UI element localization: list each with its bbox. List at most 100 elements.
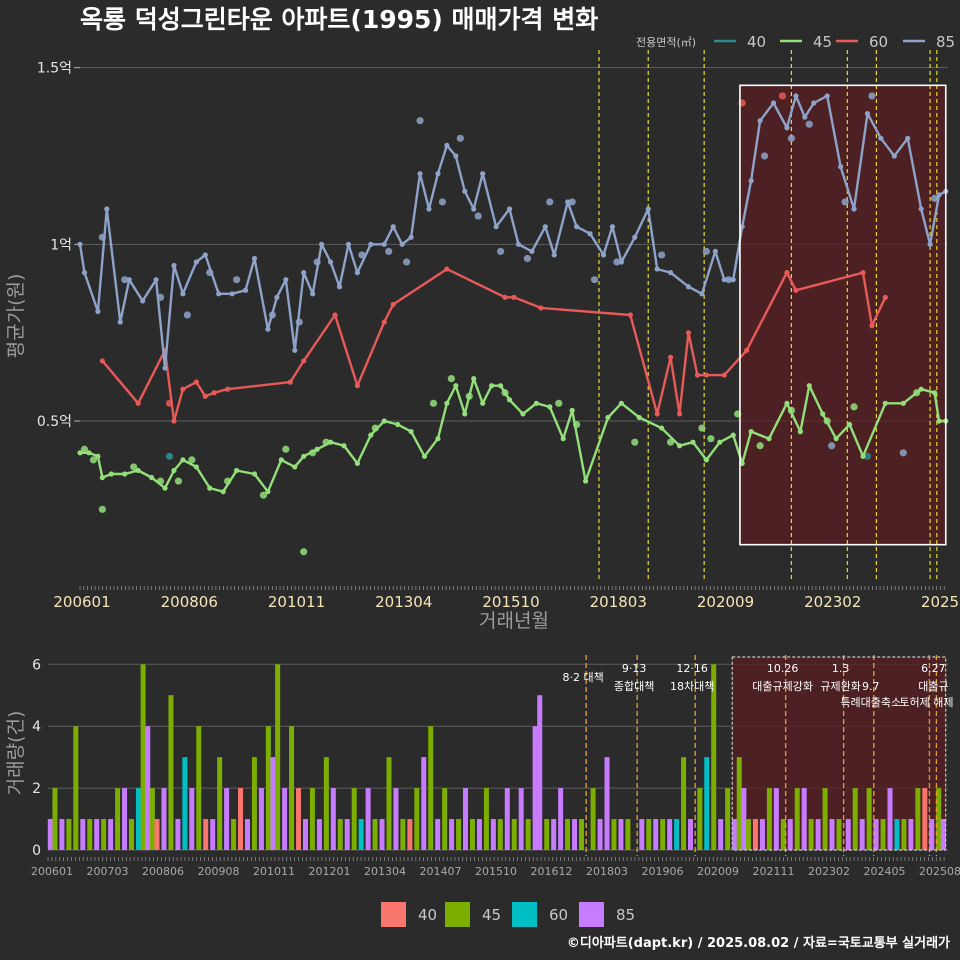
price-line-vertex-45-54 (748, 429, 754, 435)
volume-bar-32 (258, 788, 264, 850)
volume-xtick-label-2: 200806 (142, 865, 184, 878)
volume-bar-49 (372, 819, 378, 850)
price-line-vertex-60-19 (627, 312, 633, 318)
volume-xtick-label-7: 201407 (420, 865, 462, 878)
price-point-45-2 (98, 505, 106, 513)
volume-legend-key-45 (445, 902, 470, 927)
price-line-vertex-85-26 (345, 241, 352, 247)
price-line-vertex-85-4 (117, 319, 123, 325)
price-point-45-20 (631, 438, 639, 446)
price-line-vertex-45-6 (135, 467, 141, 474)
volume-bar-28 (231, 819, 237, 850)
price-line-vertex-45-16 (265, 489, 271, 495)
price-line-vertex-45-1 (86, 450, 92, 456)
volume-xtick-label-12: 202009 (697, 865, 739, 878)
volume-bar-55 (414, 788, 420, 850)
price-line-vertex-45-27 (408, 429, 414, 435)
price-line-vertex-85-63 (748, 178, 754, 184)
volume-bar-100 (736, 757, 742, 850)
price-point-45-1 (89, 456, 98, 464)
volume-annotation-12: 6.27 (921, 662, 946, 675)
price-line-vertex-45-55 (766, 436, 772, 442)
price-line-vertex-45-7 (148, 474, 155, 481)
price-point-45-12 (300, 548, 308, 556)
volume-bar-20 (175, 819, 181, 850)
price-line-vertex-45-25 (381, 418, 387, 424)
price-line-vertex-45-23 (354, 460, 361, 466)
volume-annotation-3: 12·16 (676, 662, 708, 675)
volume-bar-15 (145, 726, 151, 850)
price-point-85-3 (183, 311, 191, 319)
volume-bar-4 (73, 726, 79, 850)
volume-bar-82 (604, 757, 610, 850)
price-line-vertex-45-45 (618, 400, 624, 406)
volume-xtick-label-3: 200908 (198, 865, 240, 878)
volume-bar-16 (149, 788, 155, 850)
price-line-vertex-85-60 (721, 277, 727, 283)
price-line-vertex-45-30 (444, 400, 450, 406)
price-point-45-21 (666, 438, 675, 446)
volume-bar-76 (558, 788, 564, 850)
volume-xtick-label-15: 202405 (864, 865, 906, 878)
price-line-vertex-45-26 (395, 421, 401, 428)
volume-bar-34 (270, 757, 276, 850)
volume-bar-45 (344, 819, 350, 850)
price-line-vertex-60-7 (211, 390, 217, 396)
price-line-vertex-85-33 (417, 171, 423, 177)
volume-legend-label-40: 40 (418, 906, 437, 924)
price-line-vertex-60-14 (390, 301, 396, 307)
price-ytick-label-1: 1억 (50, 237, 72, 253)
price-line-vertex-85-42 (506, 206, 513, 212)
price-point-85-25 (760, 152, 769, 160)
price-line-vertex-85-19 (283, 277, 289, 283)
price-line-vertex-45-38 (520, 411, 526, 417)
price-line-vertex-85-78 (927, 241, 933, 247)
volume-annotation-9: 9.7 (862, 680, 880, 693)
price-line-vertex-45-0 (77, 450, 83, 456)
volume-bar-5 (80, 819, 86, 850)
volume-bar-44 (337, 819, 343, 850)
price-line-vertex-60-3 (171, 418, 177, 424)
price-line-vertex-45-14 (233, 467, 240, 474)
price-point-85-12 (416, 117, 424, 125)
volume-bar-97 (718, 819, 724, 850)
volume-bar-24 (203, 819, 209, 850)
volume-bar-124 (901, 819, 907, 850)
price-line-vertex-60-17 (511, 294, 517, 300)
price-line-vertex-45-20 (314, 446, 320, 452)
price-line-vertex-45-32 (462, 411, 468, 417)
price-point-85-21 (613, 258, 621, 266)
volume-bar-101 (741, 788, 747, 850)
price-line-vertex-85-32 (408, 234, 414, 240)
price-line-vertex-85-1 (81, 270, 88, 276)
volume-bar-14 (140, 664, 146, 850)
price-point-85-16 (496, 247, 505, 255)
price-line-vertex-85-14 (229, 291, 235, 297)
price-line-vertex-60-30 (860, 270, 866, 276)
price-line-vertex-45-17 (278, 457, 284, 463)
volume-legend-key-60 (512, 902, 537, 927)
volume-bar-53 (400, 819, 406, 850)
price-line-vertex-60-21 (667, 354, 674, 360)
price-point-45-3 (130, 463, 138, 471)
volume-bar-117 (852, 788, 858, 850)
price-point-85-10 (385, 247, 393, 255)
volume-bar-129 (936, 788, 942, 850)
price-line-vertex-60-6 (202, 393, 208, 399)
volume-bar-84 (618, 819, 624, 850)
price-line-vertex-85-21 (301, 270, 307, 276)
price-xtick-label-5: 201803 (590, 593, 647, 611)
price-line-vertex-60-10 (301, 358, 307, 364)
price-point-45-23 (707, 435, 715, 443)
price-point-85-29 (868, 92, 876, 100)
volume-bar-128 (929, 819, 935, 850)
volume-bar-71 (525, 819, 531, 850)
price-line-vertex-85-3 (104, 206, 110, 212)
price-point-85-20 (590, 276, 599, 284)
price-line-vertex-45-34 (480, 400, 486, 406)
volume-legend: 40 45 60 85 (381, 902, 635, 927)
price-line-vertex-45-50 (703, 457, 709, 463)
price-point-85-17 (523, 254, 532, 263)
volume-bar-79 (579, 819, 585, 850)
price-line-vertex-85-67 (793, 93, 799, 99)
